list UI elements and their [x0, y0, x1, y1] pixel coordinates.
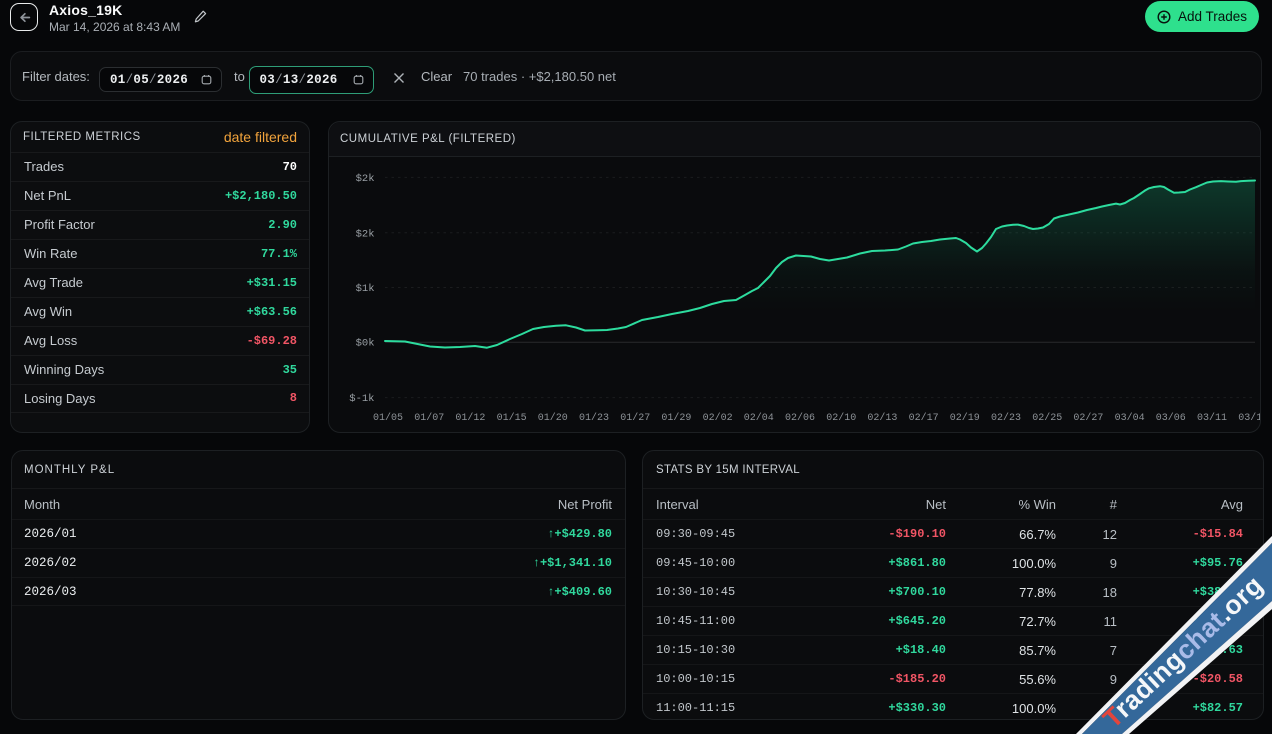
svg-text:$1k: $1k	[356, 283, 375, 295]
svg-text:01/12: 01/12	[455, 412, 485, 424]
svg-text:01/15: 01/15	[497, 412, 527, 424]
svg-text:02/27: 02/27	[1073, 412, 1103, 424]
svg-text:03/11: 03/11	[1197, 412, 1227, 424]
svg-text:03/06: 03/06	[1156, 412, 1186, 424]
svg-text:02/04: 02/04	[744, 412, 774, 424]
svg-text:01/27: 01/27	[620, 412, 650, 424]
svg-text:$2k: $2k	[356, 228, 375, 240]
svg-text:01/20: 01/20	[538, 412, 568, 424]
svg-text:02/23: 02/23	[991, 412, 1021, 424]
svg-text:Tradingchat.org: Tradingchat.org	[1097, 570, 1269, 734]
svg-text:01/29: 01/29	[661, 412, 691, 424]
svg-text:02/13: 02/13	[867, 412, 897, 424]
svg-text:02/02: 02/02	[703, 412, 733, 424]
svg-text:03/04: 03/04	[1115, 412, 1145, 424]
svg-text:$-1k: $-1k	[349, 393, 374, 405]
svg-text:01/07: 01/07	[414, 412, 444, 424]
svg-text:02/19: 02/19	[950, 412, 980, 424]
svg-text:01/05: 01/05	[373, 412, 403, 424]
svg-text:$0k: $0k	[356, 337, 375, 349]
svg-text:02/06: 02/06	[785, 412, 815, 424]
svg-text:$2k: $2k	[356, 172, 375, 184]
svg-text:02/25: 02/25	[1032, 412, 1062, 424]
svg-text:02/10: 02/10	[826, 412, 856, 424]
svg-text:02/17: 02/17	[909, 412, 939, 424]
svg-text:01/23: 01/23	[579, 412, 609, 424]
